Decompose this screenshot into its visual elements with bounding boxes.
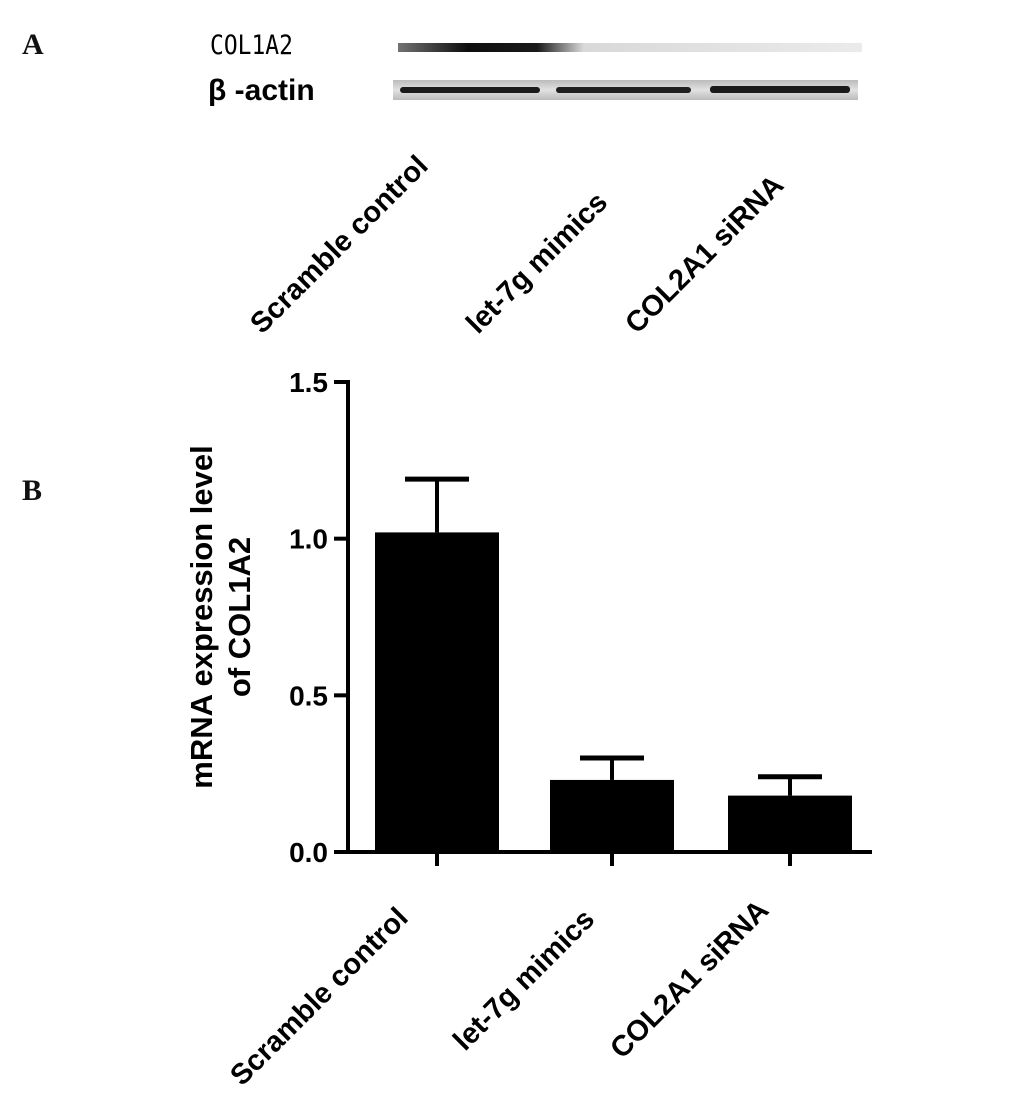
x-category-label: let-7g mimics (447, 903, 601, 1057)
y-axis-title-line-1: mRNA expression level (184, 445, 219, 788)
blot-label-beta-actin: β -actin (208, 74, 315, 107)
panel-a-letter: A (22, 28, 44, 61)
blot-band-actin-lane-3 (710, 86, 850, 93)
blot-lane-labels: Scramble control let-7g mimics COL2A1 siRN… (244, 150, 790, 340)
blot-band-actin-lane-2 (556, 87, 691, 93)
bar (550, 779, 674, 852)
blot-lane-label: COL2A1 siRNA (619, 169, 790, 340)
blot-band-actin-lane-1 (400, 87, 540, 93)
bar-chart: 0.0 0.5 1.0 1.5 Scramble control let-7g mimi… (184, 367, 872, 1092)
bar (728, 795, 852, 852)
blot-lane-label: let-7g mimics (460, 186, 614, 340)
blot-strip-col1a2 (398, 43, 862, 52)
x-category-label: Scramble control (224, 902, 414, 1092)
western-blot (393, 43, 862, 100)
y-axis-title-line-2: of COL1A2 (222, 537, 257, 697)
blot-lane-label: Scramble control (244, 150, 434, 340)
y-tick-label: 0.5 (289, 680, 328, 711)
blot-label-col1a2: COL1A2 (210, 30, 293, 61)
bar (375, 532, 499, 852)
x-category-label: COL2A1 siRNA (604, 894, 775, 1065)
y-tick-label: 1.5 (289, 367, 328, 398)
panel-b-letter: B (22, 474, 43, 507)
y-tick-label: 1.0 (289, 524, 328, 555)
y-tick-label: 0.0 (289, 837, 328, 868)
